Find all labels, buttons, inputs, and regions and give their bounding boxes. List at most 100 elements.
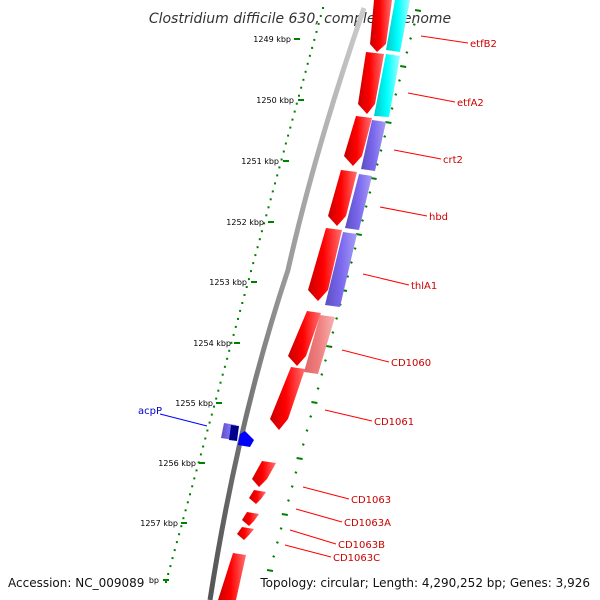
inner-tick <box>412 23 416 26</box>
gene-CD1061-arrow[interactable] <box>270 367 305 430</box>
scale-dot <box>252 262 255 265</box>
gene-CD1060-arrow[interactable] <box>288 311 321 366</box>
inner-tick <box>349 261 353 264</box>
gene-etfA2-arrow[interactable] <box>358 52 384 114</box>
scale-dot <box>171 557 174 560</box>
inner-tick <box>361 219 364 222</box>
forward-strand-track <box>218 0 392 600</box>
gene-etfB2-arrow[interactable] <box>370 0 392 52</box>
gene-label-CD1063A[interactable]: CD1063A <box>344 518 391 529</box>
tick-label: 1250 kbp <box>256 96 294 105</box>
scale-dot <box>298 94 300 97</box>
gene-label-hbd[interactable]: hbd <box>429 212 448 223</box>
gene-next-arrow[interactable] <box>218 553 246 600</box>
leader-etfB2 <box>420 35 469 44</box>
scale-dot <box>204 437 207 440</box>
tick-1256: 1256 kbp <box>158 459 205 468</box>
leader-CD1063B <box>289 529 337 545</box>
inner-tick <box>305 429 309 432</box>
inner-tick <box>266 569 274 572</box>
gene-acpP-box <box>229 425 239 441</box>
leader-CD1063A <box>295 508 343 523</box>
scale-dot <box>191 485 194 488</box>
gene-label-CD1061[interactable]: CD1061 <box>374 417 414 428</box>
leader-CD1063 <box>302 486 350 500</box>
scale-dot <box>180 525 183 528</box>
scale-ring <box>165 7 324 583</box>
tick-label: 1257 kbp <box>140 519 178 528</box>
gene-acpP-arrow[interactable] <box>238 431 254 447</box>
gene-label-etfB2[interactable]: etfB2 <box>470 39 497 50</box>
cog-track <box>304 0 410 374</box>
tick-1249: 1249 kbp <box>253 35 300 44</box>
gene-hbd-arrow[interactable] <box>328 170 357 226</box>
gene-label-crt2[interactable]: crt2 <box>443 155 463 166</box>
leader-CD1060 <box>341 349 390 363</box>
inner-tick <box>316 387 320 390</box>
scale-dot <box>206 429 209 432</box>
scale-dot <box>293 110 296 113</box>
gene-label-CD1060[interactable]: CD1060 <box>391 358 431 369</box>
inner-tick <box>368 191 372 194</box>
inner-tick <box>370 177 377 180</box>
gene-label-CD1063[interactable]: CD1063 <box>351 495 391 506</box>
scale-dot <box>260 230 263 233</box>
gene-label-CD1063C[interactable]: CD1063C <box>333 553 380 564</box>
scale-dot <box>243 294 246 296</box>
scale-dot <box>195 469 198 472</box>
inner-tick <box>414 9 422 12</box>
tick-1257: 1257 kbp <box>140 519 187 528</box>
inner-tick <box>353 247 357 250</box>
tick-1253: 1253 kbp <box>209 278 257 287</box>
tick-label: 1256 kbp <box>158 459 196 468</box>
topology-text: Topology: circular; Length: 4,290,252 bp… <box>260 576 590 590</box>
scale-dot <box>178 533 181 536</box>
scale-dot <box>258 238 261 241</box>
gene-thlA1-arrow[interactable] <box>308 228 342 301</box>
scale-dot <box>256 246 259 249</box>
inner-tick <box>294 471 298 474</box>
scale-dot <box>184 509 187 512</box>
leader-CD1061 <box>324 409 373 422</box>
tick-label: 1249 kbp <box>253 35 291 44</box>
tick-label: bp <box>149 576 159 585</box>
scale-dot <box>269 198 272 201</box>
gene-label-acpP[interactable]: acpP <box>138 406 162 417</box>
leader-hbd <box>379 206 428 217</box>
scale-dot <box>208 421 211 424</box>
gene-label-CD1063B[interactable]: CD1063B <box>338 540 385 551</box>
inner-tick <box>272 555 276 558</box>
gene-CD1063a-arrow[interactable] <box>249 490 266 504</box>
scale-dot <box>313 38 316 41</box>
scale-dot <box>276 174 279 177</box>
scale-dot <box>210 413 213 416</box>
scale-dot <box>189 493 191 496</box>
scale-dot <box>247 278 250 281</box>
scale-dot <box>228 349 231 352</box>
inner-tick <box>383 135 387 138</box>
scale-dot <box>175 541 178 544</box>
leader-CD1063C <box>284 544 332 558</box>
tick-1255: 1255 kbp <box>175 399 222 408</box>
tick-group: 1249 kbp 1250 kbp 1251 kbp 1252 kbp 1253… <box>140 35 304 585</box>
gene-crt2-arrow[interactable] <box>344 116 372 166</box>
gene-CD1063c-arrow[interactable] <box>237 527 254 540</box>
gene-label-etfA2[interactable]: etfA2 <box>457 98 484 109</box>
inner-tick <box>287 499 290 502</box>
inner-tick <box>375 163 379 166</box>
gene-CD1063-arrow[interactable] <box>252 461 276 487</box>
scale-dot <box>289 126 292 129</box>
scale-dot <box>199 453 202 456</box>
inner-tick <box>281 513 288 516</box>
gene-CD1063b-arrow[interactable] <box>242 512 259 526</box>
inner-tick <box>385 121 392 124</box>
tick-label: 1255 kbp <box>175 399 213 408</box>
tick-1258: bp <box>149 576 169 585</box>
scale-dot <box>311 46 314 49</box>
inner-tick <box>398 79 401 82</box>
scale-dot <box>280 158 283 161</box>
scale-dot <box>213 405 215 408</box>
gene-label-thlA1[interactable]: thlA1 <box>411 281 437 292</box>
scale-dot <box>271 190 274 193</box>
scale-dot <box>319 15 322 17</box>
